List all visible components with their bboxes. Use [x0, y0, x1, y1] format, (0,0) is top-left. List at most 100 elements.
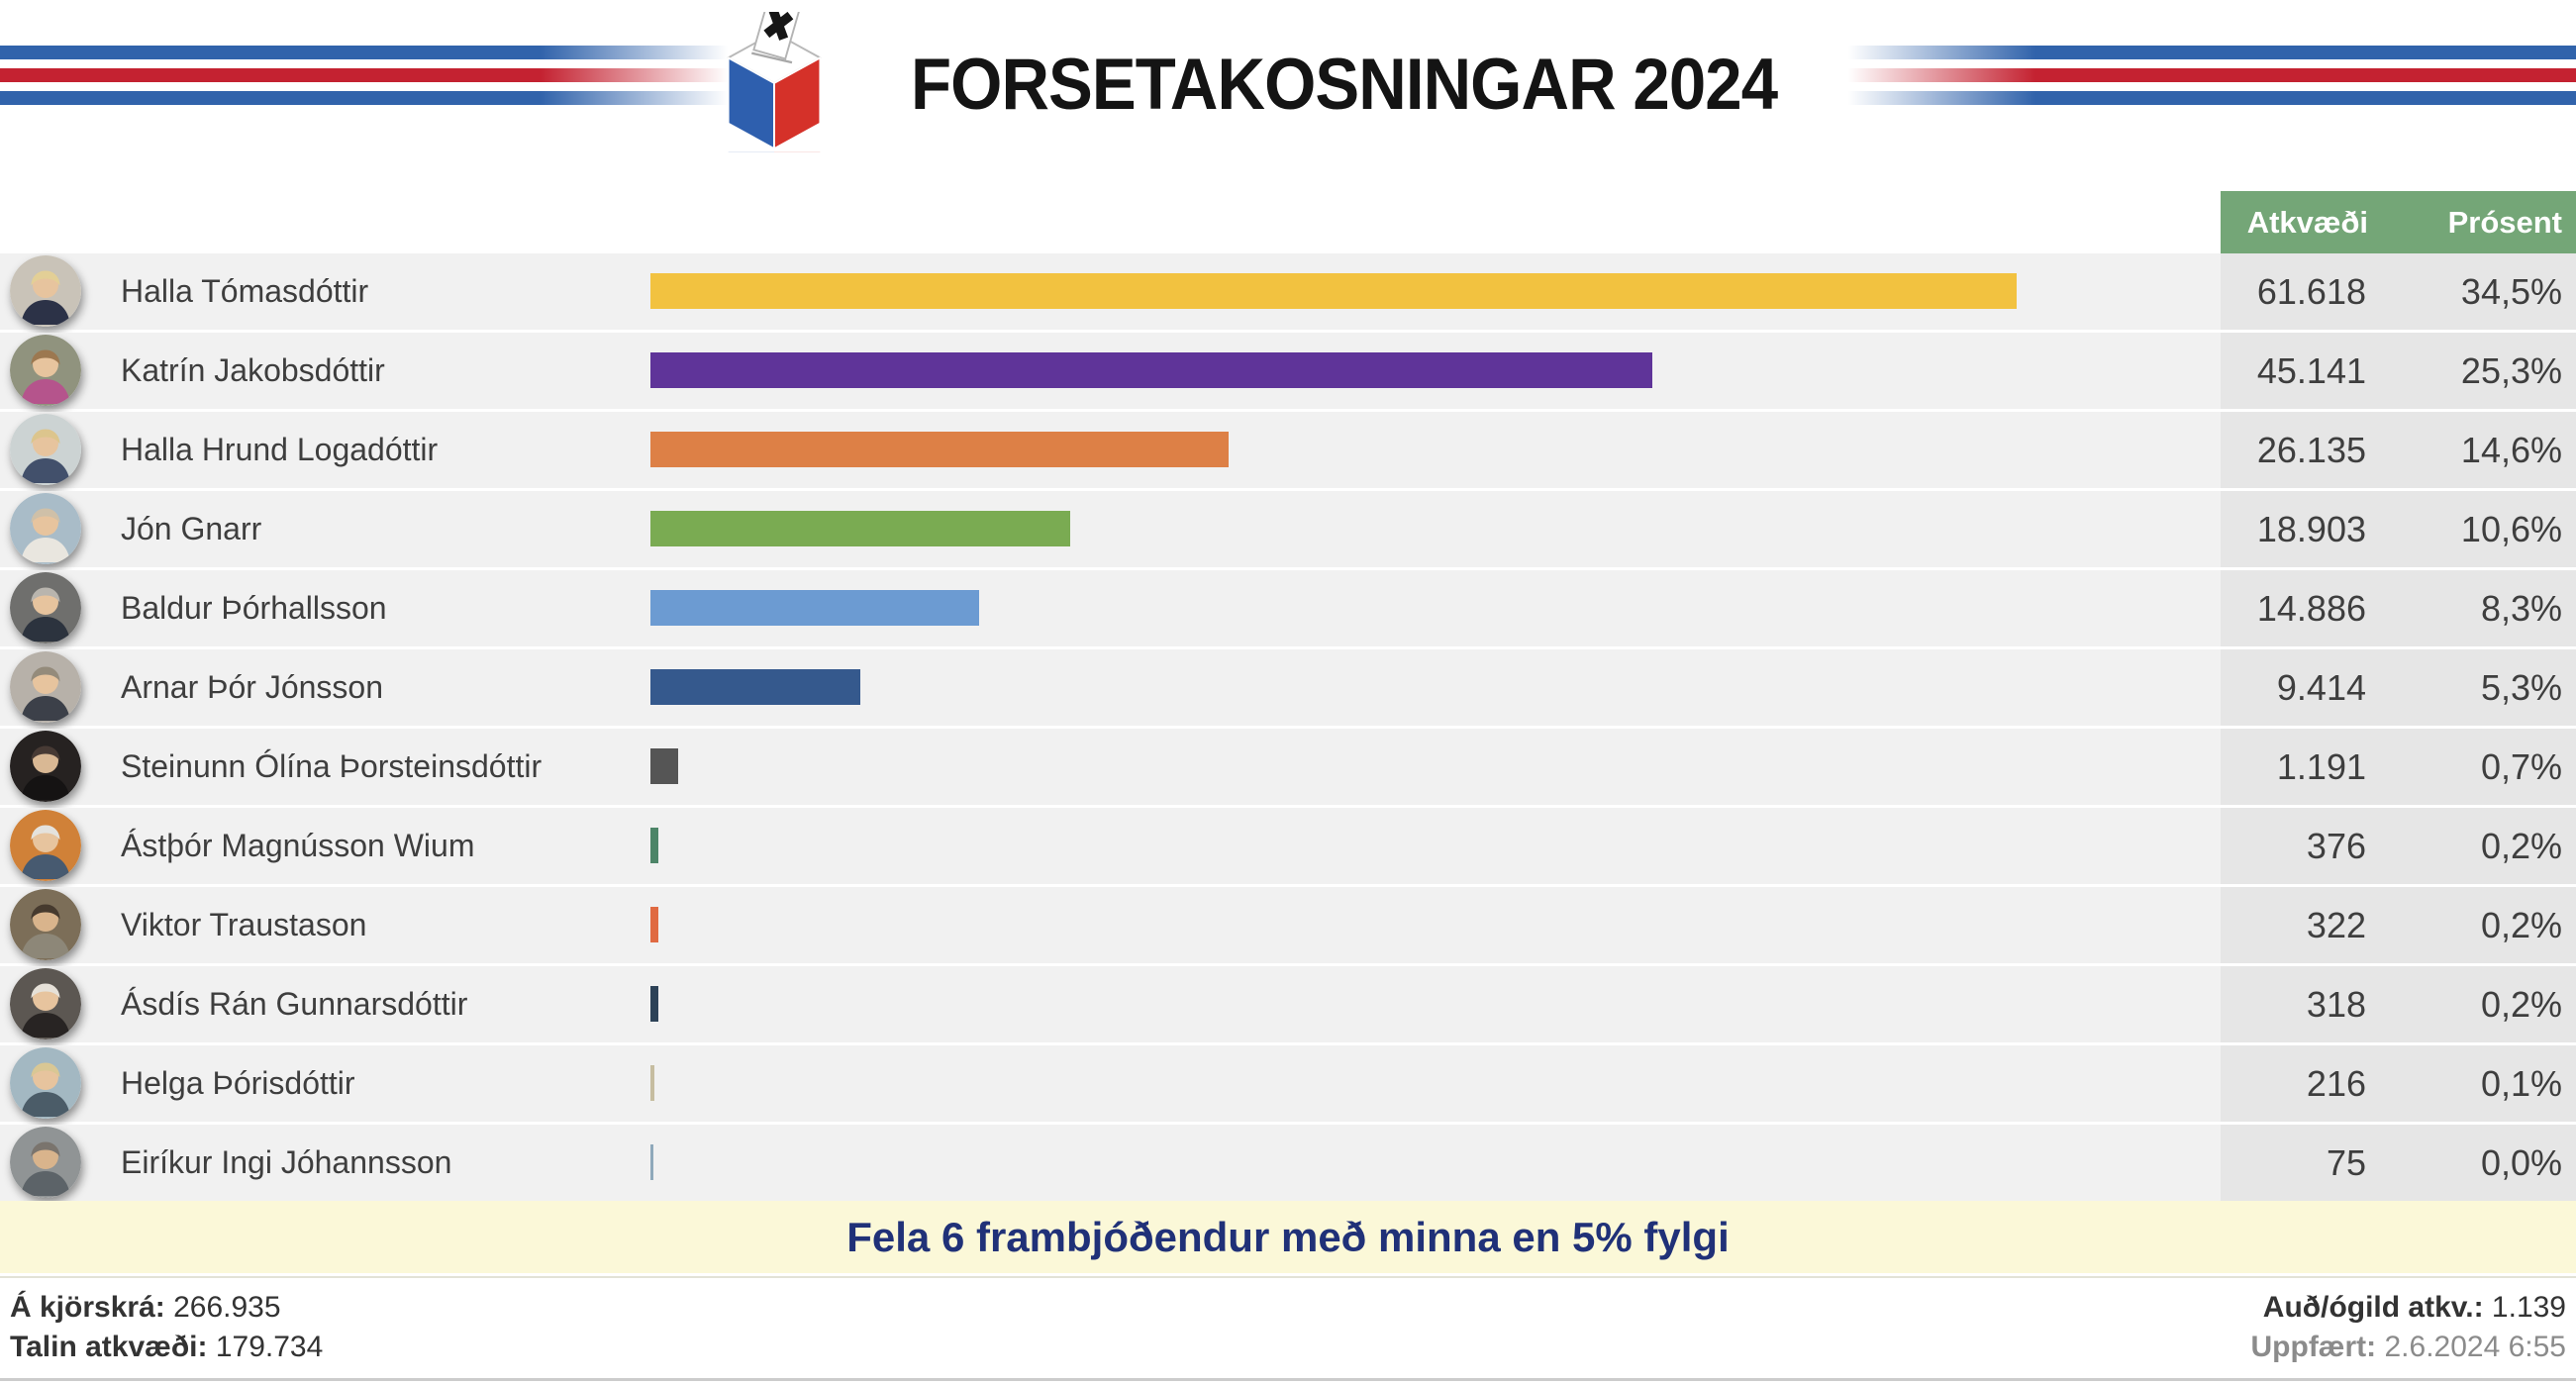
- candidate-avatar: [10, 889, 81, 960]
- percent-value: 5,3%: [2382, 649, 2576, 726]
- candidate-avatar: [10, 414, 81, 485]
- vote-bar: [650, 432, 1229, 467]
- person-icon: [10, 731, 81, 802]
- updated-value: 2.6.2024 6:55: [2384, 1331, 2566, 1363]
- candidate-name: Steinunn Ólína Þorsteinsdóttir: [121, 748, 543, 784]
- votes-value: 26.135: [2221, 412, 2382, 488]
- person-icon: [10, 810, 81, 881]
- counted-votes-label: Talin atkvæði:: [10, 1331, 208, 1363]
- percent-value: 34,5%: [2382, 253, 2576, 330]
- candidate-avatar: [10, 335, 81, 406]
- on-roll-stat: Á kjörskrá: 266.935: [10, 1288, 323, 1328]
- vote-bar-track: [650, 907, 2225, 942]
- flag-stripe-left-middle: [0, 68, 750, 82]
- votes-value: 61.618: [2221, 253, 2382, 330]
- candidate-row: Halla Tómasdóttir 61.618 34,5%: [0, 253, 2576, 330]
- vote-bar-track: [650, 352, 2225, 388]
- person-icon: [10, 968, 81, 1039]
- candidate-avatar: [10, 1047, 81, 1119]
- percent-value: 0,2%: [2382, 966, 2576, 1042]
- candidate-row: Steinunn Ólína Þorsteinsdóttir 1.191 0,7…: [0, 729, 2576, 805]
- candidate-avatar: [10, 572, 81, 643]
- table-header: Atkvæði Prósent: [2221, 191, 2576, 253]
- candidate-name: Ástþór Magnússon Wium: [121, 828, 475, 863]
- votes-value: 376: [2221, 808, 2382, 884]
- percent-value: 0,2%: [2382, 887, 2576, 963]
- flag-stripe-left-bottom: [0, 91, 750, 105]
- on-roll-value: 266.935: [173, 1291, 281, 1324]
- votes-value: 322: [2221, 887, 2382, 963]
- person-icon: [10, 651, 81, 723]
- vote-bar-track: [650, 511, 2225, 546]
- hide-candidates-banner: Fela 6 frambjóðendur með minna en 5% fyl…: [0, 1201, 2576, 1273]
- candidate-avatar: [10, 255, 81, 327]
- invalid-votes-label: Auð/ógild atkv.:: [2262, 1291, 2484, 1324]
- counted-votes-value: 179.734: [215, 1331, 324, 1363]
- percent-value: 0,2%: [2382, 808, 2576, 884]
- updated-label: Uppfært:: [2250, 1331, 2377, 1363]
- candidate-avatar: [10, 731, 81, 802]
- vote-bar-track: [650, 590, 2225, 626]
- ballot-box-icon: [728, 11, 822, 152]
- brand: FORSETAKOSNINGAR 2024: [0, 0, 2576, 163]
- vote-bar-track: [650, 986, 2225, 1022]
- vote-bar: [650, 352, 1652, 388]
- vote-bar: [650, 669, 860, 705]
- footer-right: Auð/ógild atkv.: 1.139 Uppfært: 2.6.2024…: [2251, 1288, 2567, 1378]
- candidate-row: Ásdís Rán Gunnarsdóttir 318 0,2%: [0, 966, 2576, 1042]
- candidate-name: Halla Tómasdóttir: [121, 273, 369, 309]
- flag-stripe-left-top: [0, 46, 750, 59]
- candidate-avatar: [10, 968, 81, 1039]
- candidate-name: Ásdís Rán Gunnarsdóttir: [121, 986, 468, 1022]
- percent-value: 25,3%: [2382, 333, 2576, 409]
- updated-stat: Uppfært: 2.6.2024 6:55: [2251, 1328, 2567, 1367]
- percent-value: 10,6%: [2382, 491, 2576, 567]
- candidate-name: Helga Þórisdóttir: [121, 1065, 355, 1101]
- vote-bar-track: [650, 273, 2225, 309]
- vote-bar: [650, 511, 1070, 546]
- candidate-avatar: [10, 651, 81, 723]
- candidate-name: Jón Gnarr: [121, 511, 262, 546]
- candidate-row: Halla Hrund Logadóttir 26.135 14,6%: [0, 412, 2576, 488]
- votes-column-header: Atkvæði: [2246, 204, 2368, 240]
- person-icon: [10, 493, 81, 564]
- person-icon: [10, 1127, 81, 1198]
- vote-bar-track: [650, 669, 2225, 705]
- vote-bar: [650, 828, 658, 863]
- votes-value: 1.191: [2221, 729, 2382, 805]
- vote-bar-track: [650, 1144, 2225, 1180]
- candidate-name: Baldur Þórhallsson: [121, 590, 387, 626]
- footer: Á kjörskrá: 266.935 Talin atkvæði: 179.7…: [0, 1276, 2576, 1381]
- vote-bar-track: [650, 748, 2225, 784]
- hide-candidates-link[interactable]: Fela 6 frambjóðendur með minna en 5% fyl…: [846, 1214, 1730, 1260]
- person-icon: [10, 414, 81, 485]
- votes-value: 9.414: [2221, 649, 2382, 726]
- candidate-row: Baldur Þórhallsson 14.886 8,3%: [0, 570, 2576, 646]
- vote-bar: [650, 907, 658, 942]
- candidate-row: Viktor Traustason 322 0,2%: [0, 887, 2576, 963]
- percent-value: 8,3%: [2382, 570, 2576, 646]
- person-icon: [10, 1047, 81, 1119]
- person-icon: [10, 255, 81, 327]
- vote-bar: [650, 748, 678, 784]
- candidate-name: Katrín Jakobsdóttir: [121, 352, 385, 388]
- candidate-name: Viktor Traustason: [121, 907, 367, 942]
- flag-stripe-right-top: [1826, 46, 2576, 59]
- candidate-name: Eiríkur Ingi Jóhannsson: [121, 1144, 452, 1180]
- vote-bar: [650, 1065, 654, 1101]
- vote-bar-track: [650, 432, 2225, 467]
- votes-value: 216: [2221, 1045, 2382, 1122]
- candidate-avatar: [10, 810, 81, 881]
- invalid-votes-stat: Auð/ógild atkv.: 1.139: [2251, 1288, 2566, 1328]
- vote-bar: [650, 273, 2017, 309]
- page-title: FORSETAKOSNINGAR 2024: [911, 45, 1778, 125]
- candidate-avatar: [10, 1127, 81, 1198]
- counted-votes-stat: Talin atkvæði: 179.734: [10, 1328, 323, 1367]
- footer-left: Á kjörskrá: 266.935 Talin atkvæði: 179.7…: [10, 1288, 323, 1378]
- percent-value: 0,0%: [2382, 1125, 2576, 1201]
- flag-stripe-right-middle: [1826, 68, 2576, 82]
- percent-column-header: Prósent: [2447, 204, 2562, 240]
- candidate-row: Katrín Jakobsdóttir 45.141 25,3%: [0, 333, 2576, 409]
- candidate-name: Halla Hrund Logadóttir: [121, 432, 439, 467]
